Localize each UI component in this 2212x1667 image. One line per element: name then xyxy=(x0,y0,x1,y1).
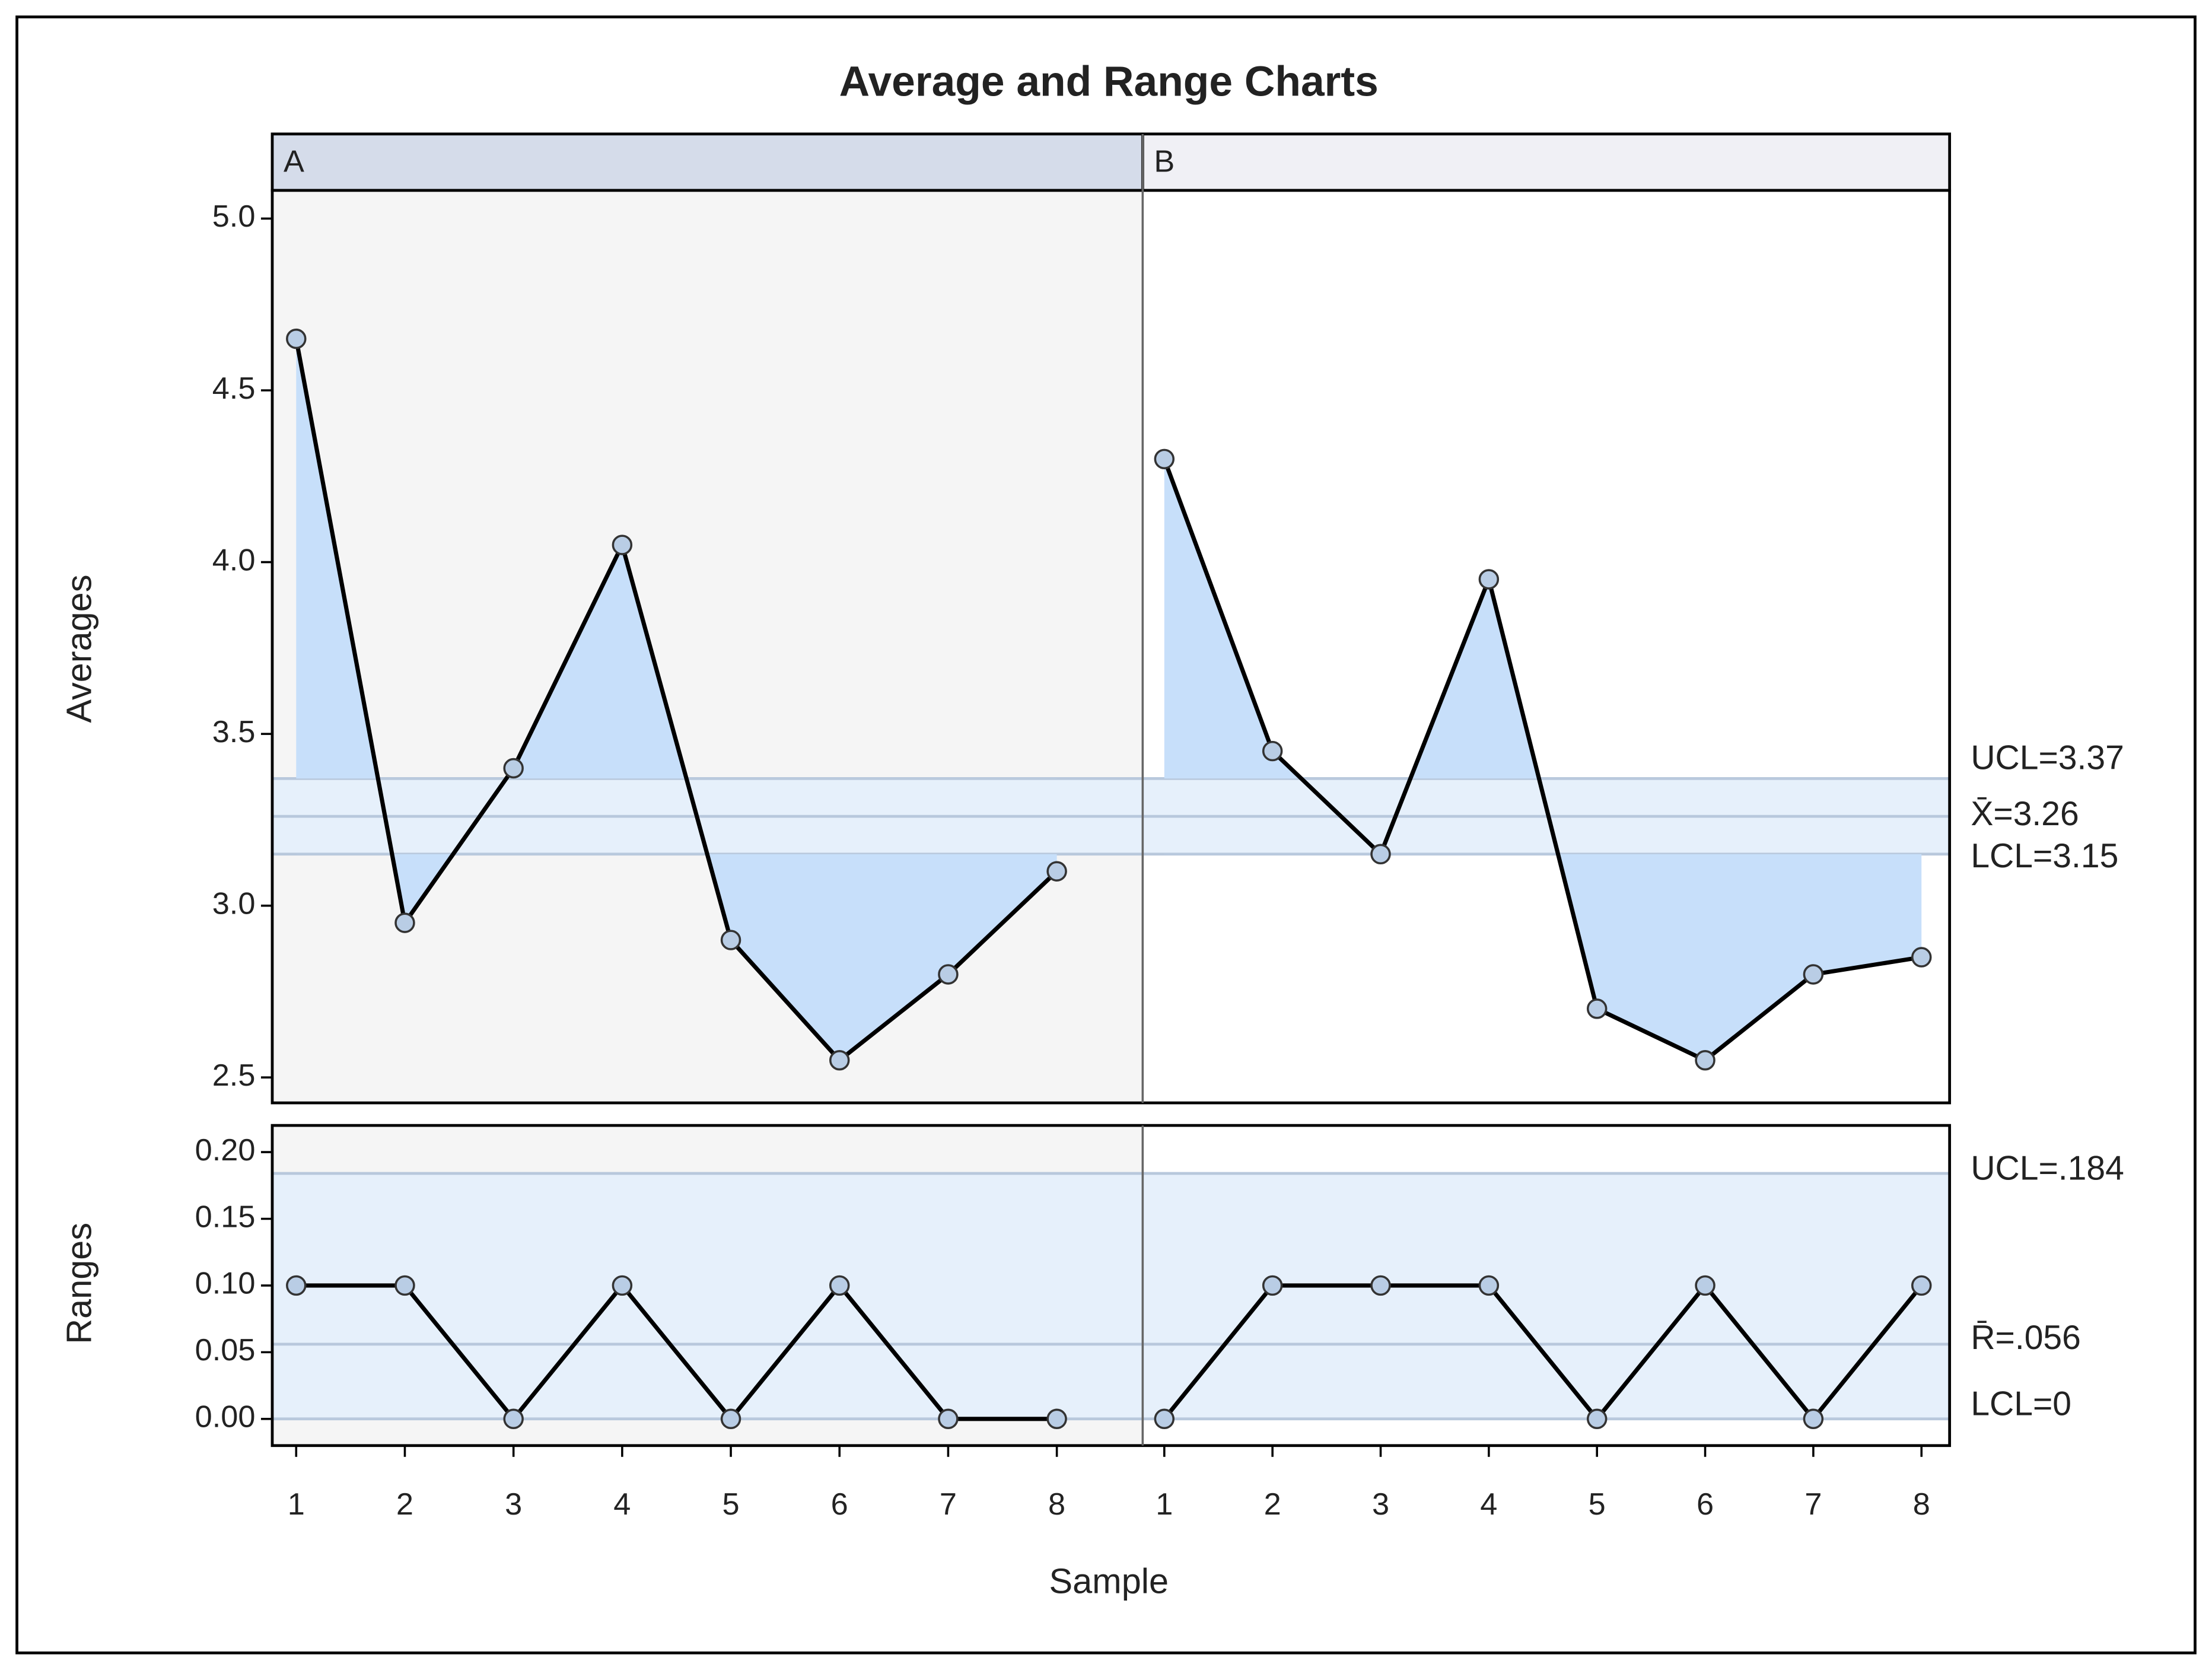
x-tick-label: 6 xyxy=(831,1487,848,1522)
control-limit-label: X̄=3.26 xyxy=(1971,795,2079,833)
x-tick-label: 7 xyxy=(940,1487,957,1522)
x-tick-label: 8 xyxy=(1913,1487,1930,1522)
data-point xyxy=(938,1408,959,1430)
data-point xyxy=(1695,1275,1716,1296)
data-point xyxy=(612,1275,633,1296)
series-line xyxy=(296,1283,1057,1421)
y-axis-label: Averages xyxy=(59,575,99,723)
y-tick-label: 0.05 xyxy=(195,1333,256,1367)
control-limit-label: LCL=3.15 xyxy=(1971,837,2118,875)
y-tick-label: 0.15 xyxy=(195,1200,256,1234)
plot-border xyxy=(270,189,1952,1105)
x-tick-label: 2 xyxy=(396,1487,413,1522)
x-tick-label: 1 xyxy=(1156,1487,1173,1522)
y-tick-label: 3.5 xyxy=(212,715,256,749)
data-point xyxy=(938,964,959,985)
y-tick-label: 3.0 xyxy=(212,886,256,921)
x-tick-label: 7 xyxy=(1804,1487,1822,1522)
x-tick-label: 8 xyxy=(1048,1487,1065,1522)
data-point xyxy=(720,930,741,950)
control-limit-label: UCL=.184 xyxy=(1971,1149,2124,1187)
data-point xyxy=(829,1050,850,1071)
data-point xyxy=(1262,740,1283,762)
data-point xyxy=(286,328,307,349)
data-point xyxy=(1695,1050,1716,1071)
data-point xyxy=(1046,1408,1067,1430)
out-of-control-fill xyxy=(392,854,1057,1061)
data-point xyxy=(1803,1408,1824,1430)
y-axis-label: Ranges xyxy=(59,1223,99,1344)
x-tick-label: 3 xyxy=(1372,1487,1389,1522)
control-limit-label: LCL=0 xyxy=(1971,1385,2071,1423)
y-tick-label: 0.10 xyxy=(195,1267,256,1301)
out-of-control-fill xyxy=(1164,459,1922,779)
x-tick-label: 5 xyxy=(722,1487,739,1522)
data-point xyxy=(1478,569,1500,590)
data-point xyxy=(1586,1408,1608,1430)
data-point xyxy=(720,1408,741,1430)
data-point xyxy=(1370,844,1391,865)
control-band xyxy=(1142,1173,1950,1419)
data-point xyxy=(1262,1275,1283,1296)
data-point xyxy=(829,1275,850,1296)
panel-background xyxy=(272,190,1143,1103)
data-point xyxy=(1478,1275,1500,1296)
y-tick-label: 0.00 xyxy=(195,1400,256,1434)
data-point xyxy=(1586,998,1608,1019)
panel-header xyxy=(270,132,1144,192)
panel-label: A xyxy=(284,145,304,179)
data-point xyxy=(1154,448,1175,470)
data-point xyxy=(1154,1408,1175,1430)
y-tick-label: 5.0 xyxy=(212,199,256,234)
x-tick-label: 5 xyxy=(1589,1487,1606,1522)
x-tick-label: 4 xyxy=(1480,1487,1497,1522)
data-point xyxy=(1911,947,1932,968)
x-tick-label: 4 xyxy=(613,1487,631,1522)
y-tick-label: 4.0 xyxy=(212,543,256,577)
x-axis-label: Sample xyxy=(1049,1561,1169,1601)
y-tick-label: 2.5 xyxy=(212,1058,256,1093)
data-point xyxy=(394,1275,415,1296)
chart-title: Average and Range Charts xyxy=(839,58,1379,105)
data-point xyxy=(1803,964,1824,985)
panel-label: B xyxy=(1154,145,1175,179)
x-tick-label: 3 xyxy=(505,1487,522,1522)
data-point xyxy=(1370,1275,1391,1296)
data-point xyxy=(612,535,633,555)
data-point xyxy=(503,758,524,779)
control-limit-label: R̄=.056 xyxy=(1971,1319,2081,1357)
series-line xyxy=(294,338,1059,1062)
y-tick-label: 0.20 xyxy=(195,1133,256,1167)
x-tick-label: 6 xyxy=(1697,1487,1714,1522)
data-point xyxy=(503,1408,524,1430)
y-tick-label: 4.5 xyxy=(212,371,256,406)
data-point xyxy=(1911,1275,1932,1296)
data-point xyxy=(286,1275,307,1296)
series-line xyxy=(1162,458,1922,1062)
panel-header xyxy=(1141,132,1952,192)
control-band xyxy=(272,1173,1143,1419)
data-point xyxy=(1046,861,1067,882)
out-of-control-fill xyxy=(1558,854,1922,1061)
x-tick-label: 1 xyxy=(288,1487,305,1522)
series-line xyxy=(1163,1283,1924,1421)
control-limit-label: UCL=3.37 xyxy=(1971,739,2124,777)
data-point xyxy=(394,912,415,933)
x-tick-label: 2 xyxy=(1264,1487,1281,1522)
